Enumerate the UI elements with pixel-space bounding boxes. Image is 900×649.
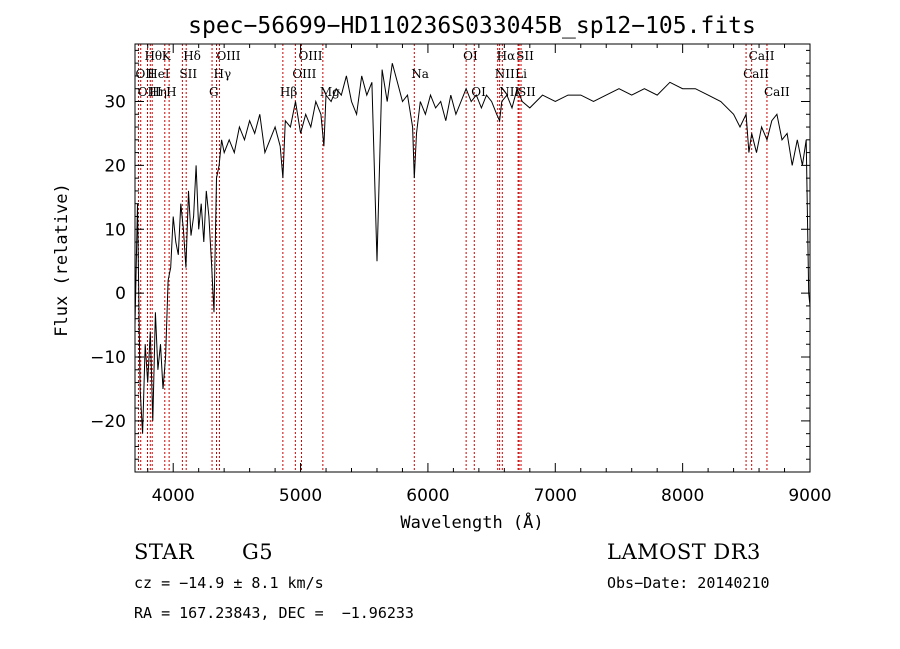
line-label-27: CaII	[764, 85, 790, 99]
x-tick-label: 9000	[788, 486, 831, 506]
redshift-text: cz = −14.9 ± 8.1 km/s	[134, 574, 324, 592]
object-subclass: G5	[242, 540, 274, 564]
x-tick-label: 6000	[406, 486, 449, 506]
spectral-line-markers	[137, 44, 768, 472]
y-tick-label: 10	[104, 220, 126, 240]
line-label-5: HeI	[147, 67, 170, 81]
line-label-20: NII	[495, 67, 515, 81]
line-label-17: OI	[463, 49, 478, 63]
object-class: STAR	[134, 540, 195, 564]
y-tick-label: 20	[104, 156, 126, 176]
survey-name: LAMOST DR3	[607, 540, 761, 564]
line-label-15: Mg	[320, 85, 340, 99]
coordinates-text: RA = 167.23843, DEC = −1.96233	[134, 604, 414, 622]
line-label-0: Hθ	[144, 49, 162, 63]
spectrum-line	[134, 63, 811, 434]
x-tick-label: 5000	[279, 486, 322, 506]
line-label-8: SII	[179, 67, 197, 81]
line-label-12: Hβ	[280, 85, 297, 99]
line-label-3: K	[162, 49, 172, 63]
line-label-16: Na	[411, 67, 429, 81]
line-label-24: SII	[518, 85, 536, 99]
plot-frame	[134, 43, 811, 473]
line-label-21: NII	[499, 85, 519, 99]
line-label-4: Hη	[149, 85, 167, 99]
line-label-22: SII	[516, 49, 534, 63]
line-label-9: OIII	[216, 49, 240, 63]
spectral-line-labels: Hθ OII OIII K Hη HeI H Hδ SII OIII Hγ G Hβ OIII OIII Mg…	[135, 49, 790, 99]
line-label-14: OIII	[292, 67, 316, 81]
chart-title: spec−56699−HD110236S033045B_sp12−105.fit…	[188, 13, 756, 39]
y-tick-label: −10	[90, 348, 126, 368]
x-axis-ticks: 4000 5000 6000 7000 8000 9000	[147, 44, 832, 506]
y-tick-label: 0	[115, 284, 126, 304]
x-tick-label: 7000	[534, 486, 577, 506]
line-label-1: OII	[135, 67, 155, 81]
obs-date-text: Obs−Date: 20140210	[607, 574, 770, 592]
line-label-13: OIII	[298, 49, 322, 63]
line-label-6: H	[166, 85, 176, 99]
y-tick-label: 30	[104, 92, 126, 112]
line-label-7: Hδ	[183, 49, 201, 63]
line-label-10: Hγ	[214, 67, 232, 81]
line-label-26: CaII	[743, 67, 769, 81]
x-axis-label: Wavelength (Å)	[400, 511, 543, 533]
line-label-18: OI	[471, 85, 486, 99]
line-label-19: Hα	[497, 49, 516, 63]
x-tick-label: 8000	[661, 486, 704, 506]
x-tick-label: 4000	[152, 486, 195, 506]
line-label-2: OIII	[138, 85, 162, 99]
line-label-25: CaII	[749, 49, 775, 63]
y-tick-label: −20	[90, 412, 126, 432]
line-label-23: Li	[515, 67, 527, 81]
line-label-11: G	[209, 85, 219, 99]
y-axis-label: Flux (relative)	[52, 183, 72, 337]
y-axis-ticks: −20 −10 0 10 20 30	[90, 49, 810, 460]
